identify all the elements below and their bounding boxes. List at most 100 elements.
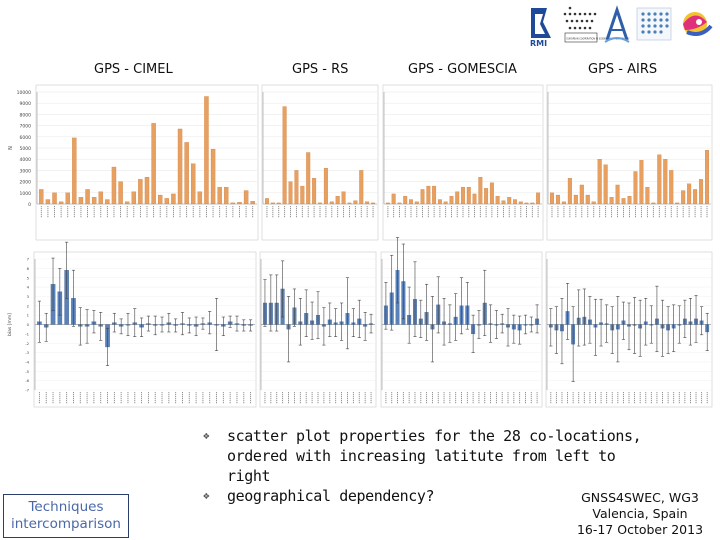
count-bar — [306, 152, 311, 205]
count-bar — [39, 189, 44, 205]
count-bar — [58, 201, 64, 205]
count-bar — [549, 192, 554, 205]
count-bar — [615, 184, 620, 205]
y-tick-label: -5 — [25, 369, 29, 374]
count-bar — [627, 196, 632, 205]
count-bar — [669, 170, 674, 205]
count-bar — [164, 198, 170, 205]
count-bar — [705, 150, 710, 205]
y-tick-label: 1 — [27, 313, 30, 318]
count-bar — [513, 199, 517, 205]
count-bar — [687, 183, 692, 205]
count-bar — [264, 198, 269, 205]
count-bar — [204, 96, 209, 205]
count-bar — [210, 148, 216, 205]
count-bar — [536, 192, 541, 205]
count-bar — [294, 170, 299, 205]
count-bar — [158, 194, 163, 205]
count-bar — [597, 159, 602, 205]
conference-date: 16-17 October 2013 — [576, 522, 704, 537]
section-label-line1: Techniques — [28, 499, 104, 515]
y-axis-label: N — [8, 146, 14, 150]
count-bar — [184, 142, 189, 205]
count-bar — [138, 179, 143, 205]
count-bar — [561, 201, 566, 205]
y-tick-label: -6 — [25, 378, 29, 383]
count-bar — [455, 191, 460, 205]
count-bar — [621, 198, 626, 205]
count-bar — [391, 193, 396, 205]
count-bar — [359, 170, 364, 205]
conference-location: Valencia, Spain — [592, 506, 688, 521]
y-tick-label: -1 — [25, 331, 29, 336]
count-bar — [52, 192, 57, 205]
arch-logo — [604, 5, 630, 43]
count-bar — [131, 191, 136, 205]
count-bar — [65, 192, 70, 205]
bullet-list: ❖ scatter plot properties for the 28 co-… — [203, 426, 643, 506]
count-bar — [609, 197, 614, 205]
count-bar — [312, 178, 317, 205]
count-bar — [633, 171, 638, 205]
count-bar — [443, 201, 448, 205]
section-label-box: Techniques intercomparison — [3, 494, 129, 538]
count-bar — [699, 179, 704, 205]
column-title-rs: GPS - RS — [292, 62, 349, 77]
count-bar — [573, 194, 578, 205]
y-tick-label: 8000 — [20, 112, 32, 118]
cost-logo-text: EUROPEAN COOPERATION IN SCIENCE AND TECH… — [567, 38, 631, 41]
count-bar — [118, 181, 123, 205]
count-bar — [250, 201, 255, 205]
y-tick-label: 3000 — [20, 168, 32, 174]
count-bar — [329, 201, 334, 205]
count-bar — [478, 176, 483, 205]
count-bar — [151, 123, 156, 205]
count-bar — [426, 185, 431, 205]
count-bar — [353, 200, 358, 205]
count-bar — [567, 178, 572, 205]
count-bar — [124, 201, 130, 205]
count-bar — [224, 187, 229, 205]
y-tick-label: 5000 — [20, 146, 32, 152]
count-bar — [335, 196, 340, 205]
count-bar — [217, 187, 222, 205]
count-bar — [579, 184, 584, 205]
count-bar — [585, 194, 590, 205]
count-bar — [191, 163, 196, 205]
count-bar — [591, 201, 596, 205]
y-tick-label: 4 — [27, 285, 30, 290]
count-bar — [489, 182, 494, 205]
bullet-marker: ❖ — [203, 489, 210, 502]
cost-logo: EUROPEAN COOPERATION IN SCIENCE AND TECH… — [563, 6, 631, 43]
rmi-logo-text: RMI — [530, 39, 547, 48]
y-tick-label: -2 — [25, 341, 29, 346]
count-bar — [288, 181, 293, 205]
count-bar — [72, 137, 77, 205]
count-bar — [518, 201, 523, 205]
count-bar — [300, 185, 305, 205]
count-bar — [461, 187, 465, 205]
bullet-item: ❖ geographical dependency? — [203, 486, 643, 506]
count-bar — [472, 193, 477, 205]
bullet-marker: ❖ — [203, 429, 210, 442]
y-tick-label: 4000 — [20, 157, 32, 163]
count-bar — [657, 154, 662, 205]
colocation-figure: 0 1000 2000 3000 4000 5000 6000 7000 8000 9000 100… — [0, 82, 720, 410]
count-bar — [341, 191, 346, 205]
y-tick-label: 7000 — [20, 124, 32, 130]
bullet-text: geographical dependency? — [227, 487, 435, 505]
y-tick-label: 0 — [28, 202, 31, 208]
count-bar — [466, 187, 471, 205]
count-bar — [507, 197, 512, 205]
partner-logos: RMI EUROPEAN COOPERATION IN SCIENCE AND … — [530, 5, 713, 48]
conference-name: GNSS4SWEC, WG3 — [581, 490, 699, 505]
column-title-gomescia: GPS - GOMESCIA — [408, 62, 517, 77]
count-bar — [484, 188, 489, 205]
section-label-line2: intercomparison — [11, 516, 121, 532]
bullet-text: scatter plot properties for the 28 co-lo… — [227, 427, 642, 485]
count-bar — [144, 176, 150, 205]
y-tick-label: 3 — [27, 294, 30, 299]
count-bar — [323, 168, 328, 205]
y-tick-label: -7 — [25, 388, 29, 393]
count-bar — [409, 199, 413, 205]
